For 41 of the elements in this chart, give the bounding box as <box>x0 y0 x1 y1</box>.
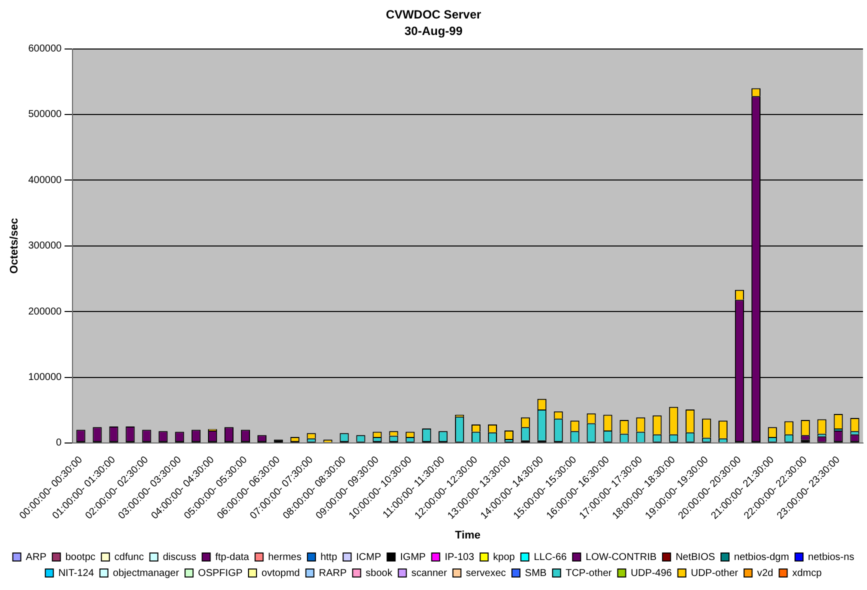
y-tick-label: 400000 <box>28 174 62 186</box>
legend-label: http <box>320 552 338 563</box>
chart-subtitle: 30-Aug-99 <box>404 24 463 38</box>
x-axis-title: Time <box>455 529 481 542</box>
legend-label: kpop <box>493 552 516 563</box>
legend-label: UDP-other <box>690 568 739 579</box>
legend-label: LOW-CONTRIB <box>586 552 657 563</box>
legend-label: cdfunc <box>114 552 144 563</box>
legend-label: servexec <box>466 568 506 579</box>
y-tick-label: 0 <box>56 438 62 449</box>
legend-label: NetBIOS <box>676 552 716 563</box>
legend-label: ftp-data <box>215 552 250 563</box>
legend-label: ovtopmd <box>262 568 300 579</box>
legend-label: xdmcp <box>792 568 822 579</box>
y-tick-label: 100000 <box>28 372 62 384</box>
y-tick-label: 600000 <box>28 44 62 55</box>
legend-label: OSPFIGP <box>198 568 243 579</box>
legend-label: NIT-124 <box>58 568 94 579</box>
chart-title: CVWDOC Server <box>386 8 482 22</box>
y-axis-title: Octets/sec <box>8 218 21 274</box>
legend-label: ICMP <box>356 552 382 563</box>
y-tick-label: 300000 <box>28 240 62 252</box>
legend-label: SMB <box>524 568 547 579</box>
legend-label: netbios-dgm <box>734 552 790 563</box>
y-tick-label: 200000 <box>28 306 62 318</box>
legend-label: sbook <box>366 568 394 579</box>
legend-label: ARP <box>26 552 47 563</box>
legend-label: netbios-ns <box>808 552 854 563</box>
legend-label: UDP-496 <box>630 568 672 579</box>
legend-label: hermes <box>268 552 302 563</box>
legend-label: RARP <box>318 568 347 579</box>
legend-label: TCP-other <box>566 568 612 579</box>
legend-label: objectmanager <box>112 568 180 579</box>
legend-label: IP-103 <box>444 552 475 563</box>
legend-label: IGMP <box>400 552 426 563</box>
legend-label: v2d <box>757 568 774 579</box>
legend-label: scanner <box>411 568 448 579</box>
legend-label: bootpc <box>65 552 96 563</box>
legend-label: discuss <box>162 552 196 563</box>
y-tick-label: 500000 <box>28 109 62 120</box>
legend-label: LLC-66 <box>534 552 568 563</box>
